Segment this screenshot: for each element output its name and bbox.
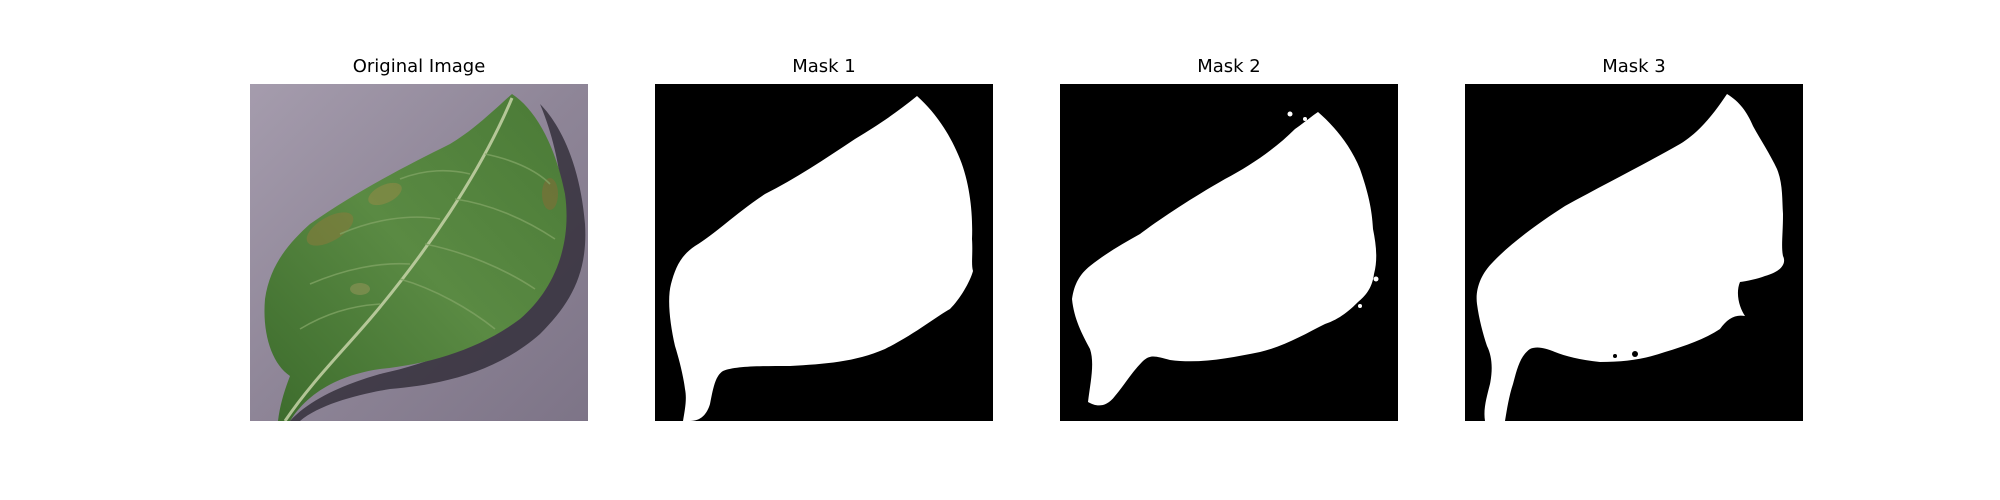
mask-2-panel: Mask 2 <box>1060 55 1398 421</box>
mask-3-title: Mask 3 <box>1602 56 1666 77</box>
mask-1-panel: Mask 1 <box>655 55 993 421</box>
mask-1-image <box>655 84 993 421</box>
original-image-panel: Original Image <box>250 55 588 421</box>
original-leaf-photo <box>250 84 588 421</box>
mask-2-title: Mask 2 <box>1197 56 1261 77</box>
mask-3-image <box>1465 84 1803 421</box>
original-image-title: Original Image <box>352 56 486 77</box>
mask-3-panel: Mask 3 <box>1465 55 1803 421</box>
mask-1-title: Mask 1 <box>792 56 856 77</box>
mask-2-image <box>1060 84 1398 421</box>
